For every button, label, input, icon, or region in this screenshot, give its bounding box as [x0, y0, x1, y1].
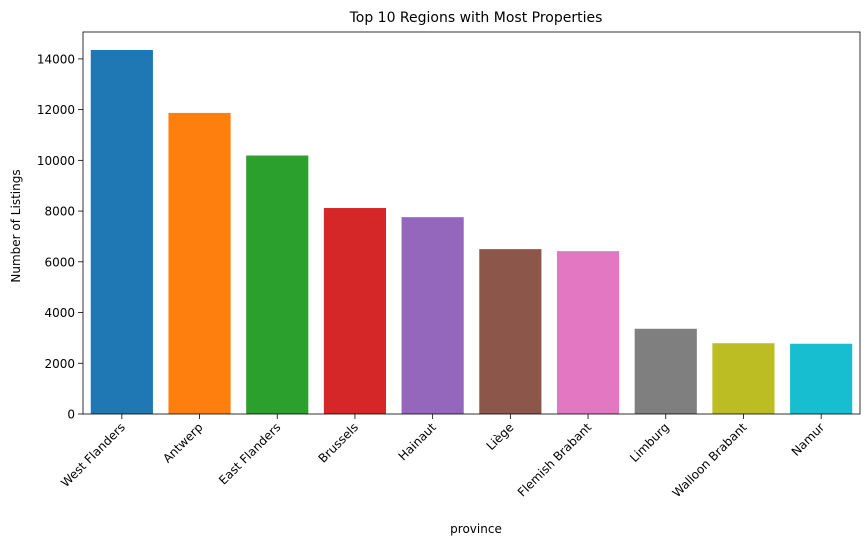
- y-tick-label: 6000: [44, 255, 75, 269]
- x-axis-label: province: [450, 522, 502, 536]
- x-tick-label: West Flanders: [58, 420, 128, 490]
- bar-li-ge: [479, 249, 542, 414]
- x-tick-label: Limburg: [627, 420, 672, 465]
- plot-area: 0 2000 4000 6000 8000 10000 12000 14000 West Fla…: [37, 31, 861, 500]
- bar-limburg: [634, 328, 697, 414]
- y-tick-label: 0: [67, 408, 75, 422]
- x-tick-label: Antwerp: [160, 420, 205, 465]
- x-tick-label: East Flanders: [216, 420, 283, 487]
- axes-frame: [82, 31, 861, 415]
- bar-west-flanders: [90, 50, 153, 414]
- bar-east-flanders: [246, 155, 309, 414]
- bar-namur: [790, 343, 853, 414]
- bar-hainaut: [401, 217, 464, 414]
- x-tick-label: Brussels: [316, 420, 361, 465]
- x-tick-label: Flemish Brabant: [515, 420, 594, 499]
- x-tick-label: Walloon Brabant: [670, 420, 750, 500]
- y-tick-label: 14000: [37, 52, 75, 66]
- x-tick-label: Hainaut: [396, 420, 439, 463]
- y-tick-label: 4000: [44, 306, 75, 320]
- bar-walloon-brabant: [712, 343, 775, 414]
- y-tick-label: 10000: [37, 154, 75, 168]
- bar-antwerp: [168, 112, 231, 415]
- y-tick-label: 12000: [37, 103, 75, 117]
- x-tick-label: Namur: [789, 420, 828, 459]
- bar-flemish-brabant: [556, 251, 620, 414]
- x-tick-label: Liège: [484, 420, 517, 453]
- bar-brussels: [323, 208, 387, 414]
- y-tick-label: 8000: [44, 205, 75, 219]
- y-tick-label: 2000: [44, 357, 75, 371]
- chart-title: Top 10 Regions with Most Properties: [349, 10, 603, 26]
- y-axis-label: Number of Listings: [9, 169, 23, 282]
